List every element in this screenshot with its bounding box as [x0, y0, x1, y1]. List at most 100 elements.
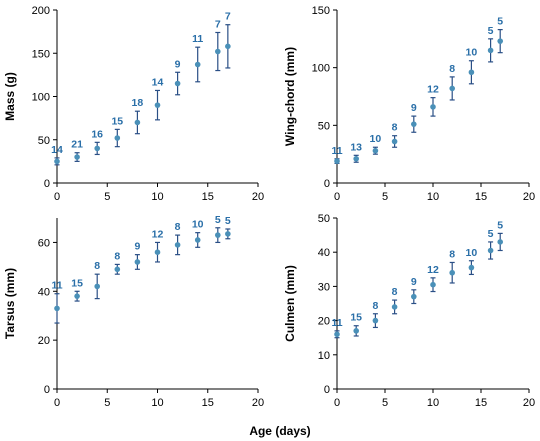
tarsus-y-tick-label: 20: [38, 335, 50, 347]
tarsus-sample-size-label: 15: [71, 277, 83, 289]
culmen-y-tick-label: 20: [318, 316, 330, 328]
tarsus-data-point: [134, 259, 141, 265]
wing-chord-y-tick-label: 50: [318, 120, 330, 132]
wing-chord-data-point: [468, 69, 475, 76]
tarsus-y-tick-label: 40: [38, 286, 50, 298]
wing-chord-x-tick-label: 5: [382, 191, 388, 203]
mass-sample-size-label: 15: [111, 115, 123, 127]
mass-sample-size-label: 14: [51, 144, 63, 156]
wing-chord-y-tick-label: 150: [312, 5, 330, 17]
mass-sample-size-label: 21: [71, 139, 83, 151]
mass-sample-size-label: 18: [132, 97, 144, 109]
wing-chord-x-tick-label: 0: [334, 191, 340, 203]
mass-x-tick-label: 5: [104, 191, 110, 203]
wing-chord-data-point: [334, 158, 340, 164]
tarsus-y-axis-title: Tarsus (mm): [3, 268, 17, 339]
tarsus-sample-size-label: 12: [152, 228, 164, 240]
mass-data-point: [225, 43, 231, 50]
culmen-data-point: [468, 264, 475, 271]
tarsus-data-point: [54, 305, 60, 312]
mass-data-point: [54, 158, 60, 165]
mass-data-point: [114, 135, 121, 141]
mass-data-point: [94, 145, 100, 152]
wing-chord-sample-size-label: 9: [411, 102, 417, 114]
mass-data-point: [154, 102, 161, 108]
wing-chord-sample-size-label: 8: [449, 63, 455, 75]
culmen-y-tick-label: 10: [318, 350, 330, 362]
culmen-data-point: [430, 281, 436, 288]
culmen-sample-size-label: 8: [392, 286, 398, 298]
culmen-data-point: [449, 269, 456, 276]
tarsus-sample-size-label: 5: [225, 215, 231, 227]
tarsus-data-point: [74, 293, 80, 299]
wing-chord-sample-size-label: 8: [392, 122, 398, 134]
mass-data-point: [174, 80, 181, 87]
mass-x-tick-label: 15: [202, 191, 214, 203]
mass-y-axis-title: Mass (g): [3, 72, 17, 121]
tarsus-x-tick-label: 10: [151, 397, 163, 409]
culmen-data-point: [353, 328, 360, 334]
mass-sample-size-label: 11: [192, 33, 203, 45]
culmen-x-tick-label: 5: [382, 397, 388, 409]
culmen-y-tick-label: 0: [324, 384, 330, 396]
culmen-sample-size-label: 9: [411, 276, 417, 288]
tarsus-sample-size-label: 8: [94, 260, 100, 272]
wing-chord-data-point: [497, 38, 504, 44]
mass-sample-size-label: 9: [175, 58, 181, 70]
mass-x-tick-label: 0: [54, 191, 60, 203]
mass-sample-size-label: 7: [215, 18, 221, 30]
culmen-data-point: [411, 293, 417, 300]
tarsus-data-point: [225, 231, 231, 237]
culmen-sample-size-label: 11: [331, 317, 342, 329]
tarsus-y-tick-label: 60: [38, 237, 50, 249]
culmen-data-point: [334, 331, 340, 338]
wing-chord-data-point: [430, 104, 436, 110]
culmen-sample-size-label: 12: [427, 264, 439, 276]
tarsus-data-point: [174, 242, 181, 248]
culmen-x-tick-label: 15: [475, 397, 487, 409]
wing-chord-sample-size-label: 5: [497, 16, 503, 28]
tarsus-data-point: [94, 283, 100, 290]
mass-data-point: [215, 48, 221, 55]
culmen-sample-size-label: 10: [466, 247, 478, 259]
tarsus-x-tick-label: 5: [104, 397, 110, 409]
wing-chord-data-point: [391, 138, 398, 145]
tarsus-sample-size-label: 10: [192, 219, 204, 231]
tarsus-sample-size-label: 9: [134, 241, 140, 253]
mass-y-tick-label: 150: [32, 48, 50, 60]
mass-data-point: [74, 154, 80, 160]
wing-chord-sample-size-label: 12: [427, 84, 439, 96]
culmen-data-point: [487, 247, 494, 254]
culmen-y-tick-label: 50: [318, 213, 330, 225]
wing-chord-sample-size-label: 11: [331, 145, 342, 157]
tarsus-x-tick-label: 15: [202, 397, 214, 409]
wing-chord-y-tick-label: 0: [324, 178, 330, 190]
culmen-sample-size-label: 5: [497, 219, 503, 231]
mass-sample-size-label: 7: [225, 11, 231, 23]
tarsus-data-point: [194, 237, 201, 243]
mass-sample-size-label: 16: [91, 128, 103, 140]
culmen-y-tick-label: 30: [318, 281, 330, 293]
mass-data-point: [194, 61, 201, 68]
culmen-sample-size-label: 8: [372, 300, 378, 312]
culmen-y-axis-title: Culmen (mm): [283, 265, 297, 342]
wing-chord-data-point: [372, 147, 379, 154]
mass-y-tick-label: 100: [32, 92, 50, 104]
mass-panel: 0 50 100 150 200 0 5 10 15 20 Mass (g) 14 21 16 15 18 14…: [3, 5, 264, 203]
tarsus-data-point: [215, 232, 221, 238]
wing-chord-data-point: [411, 121, 417, 127]
culmen-sample-size-label: 5: [488, 228, 494, 240]
wing-chord-sample-size-label: 10: [466, 47, 478, 59]
culmen-y-tick-label: 40: [318, 247, 330, 259]
wing-chord-sample-size-label: 13: [350, 141, 362, 153]
culmen-x-tick-label: 0: [334, 397, 340, 409]
tarsus-y-tick-label: 0: [44, 384, 50, 396]
mass-x-tick-label: 20: [252, 191, 264, 203]
culmen-x-tick-label: 10: [427, 397, 439, 409]
tarsus-x-tick-label: 20: [252, 397, 264, 409]
tarsus-data-point: [154, 249, 161, 255]
mass-y-tick-label: 50: [38, 135, 50, 147]
wing-chord-sample-size-label: 10: [370, 133, 382, 145]
wing-chord-x-tick-label: 20: [523, 191, 535, 203]
